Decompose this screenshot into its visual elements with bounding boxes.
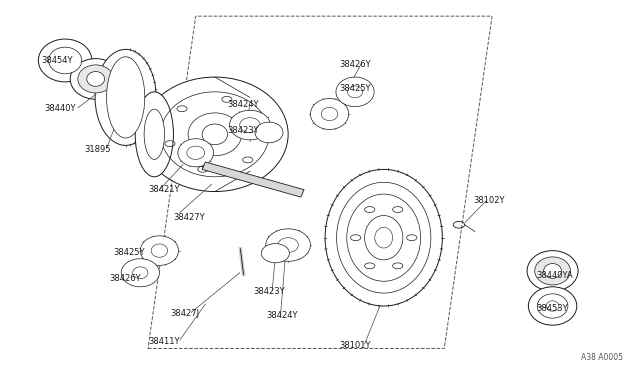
Text: 38426Y: 38426Y — [109, 274, 141, 283]
Ellipse shape — [49, 47, 82, 74]
Ellipse shape — [527, 251, 578, 291]
Ellipse shape — [38, 39, 92, 82]
Text: 38423Y: 38423Y — [253, 287, 285, 296]
Ellipse shape — [310, 99, 349, 129]
Ellipse shape — [106, 57, 145, 138]
Ellipse shape — [144, 109, 164, 160]
Ellipse shape — [78, 65, 113, 93]
Text: 38427J: 38427J — [170, 309, 200, 318]
Text: 38440Y: 38440Y — [45, 104, 76, 113]
Ellipse shape — [141, 77, 288, 192]
Text: A38 A0005: A38 A0005 — [580, 353, 623, 362]
Ellipse shape — [261, 244, 289, 263]
Ellipse shape — [140, 236, 179, 265]
Ellipse shape — [135, 92, 173, 177]
Ellipse shape — [178, 139, 214, 167]
Text: 38454Y: 38454Y — [41, 56, 72, 65]
Text: 38411Y: 38411Y — [148, 337, 179, 346]
Ellipse shape — [365, 215, 403, 260]
Text: 38426Y: 38426Y — [339, 60, 371, 69]
Text: 38424Y: 38424Y — [228, 100, 259, 109]
Polygon shape — [202, 162, 304, 197]
Ellipse shape — [95, 49, 156, 145]
Text: 38101Y: 38101Y — [339, 341, 371, 350]
Ellipse shape — [121, 259, 159, 287]
Ellipse shape — [255, 122, 283, 143]
Ellipse shape — [336, 77, 374, 107]
Ellipse shape — [325, 169, 442, 306]
Text: 38440YA: 38440YA — [537, 271, 573, 280]
Ellipse shape — [202, 124, 228, 145]
Text: 38425Y: 38425Y — [113, 248, 145, 257]
Text: 38423Y: 38423Y — [228, 126, 259, 135]
Ellipse shape — [535, 257, 570, 285]
Text: 38102Y: 38102Y — [473, 196, 504, 205]
Ellipse shape — [87, 71, 104, 86]
Ellipse shape — [266, 229, 310, 261]
Text: 38427Y: 38427Y — [173, 213, 205, 222]
Ellipse shape — [543, 263, 561, 278]
Text: 31895: 31895 — [84, 145, 111, 154]
Ellipse shape — [70, 59, 121, 99]
Text: 38453Y: 38453Y — [537, 304, 568, 313]
Ellipse shape — [337, 182, 431, 293]
Ellipse shape — [188, 113, 242, 156]
Ellipse shape — [529, 287, 577, 325]
Text: 38421Y: 38421Y — [148, 185, 179, 194]
Text: 38424Y: 38424Y — [266, 311, 298, 320]
Text: 38425Y: 38425Y — [339, 84, 371, 93]
Ellipse shape — [230, 110, 270, 140]
